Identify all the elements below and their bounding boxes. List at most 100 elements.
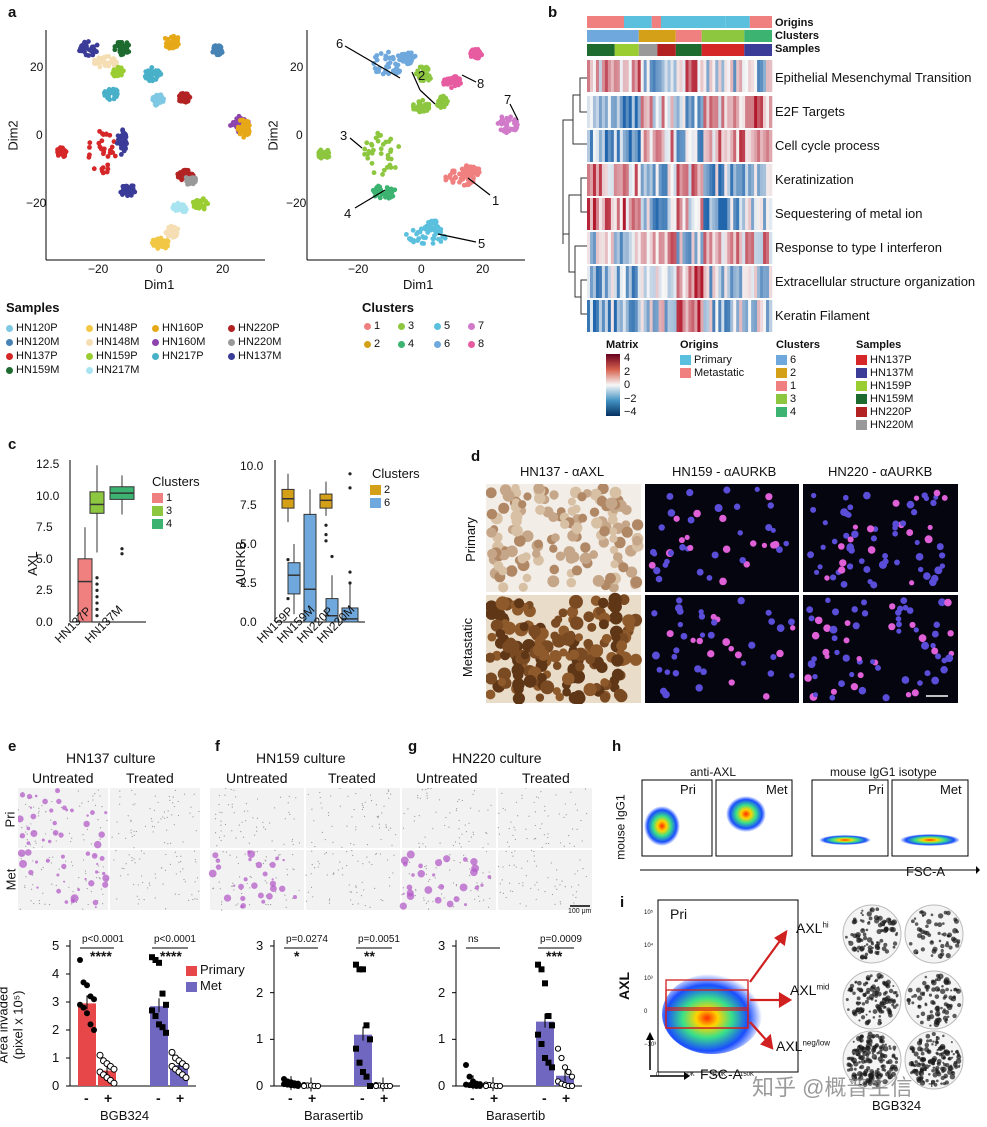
if-cell: [666, 630, 674, 638]
colony: [867, 1019, 872, 1023]
photo-speck: [346, 865, 348, 867]
legend-swatch: [152, 493, 163, 504]
heatmap-cell: [757, 60, 761, 92]
heatmap-cell: [589, 198, 594, 230]
heatmap-cell: [634, 300, 639, 332]
photo-speck: [189, 812, 191, 814]
colony: [955, 929, 958, 932]
if-cell: [822, 520, 828, 526]
heatmap-cell: [712, 164, 716, 196]
heatmap-cell: [727, 96, 731, 128]
if-cell: [838, 680, 845, 688]
if-cell: [915, 553, 924, 561]
heatmap-cell: [697, 266, 701, 298]
if-cell: [767, 670, 775, 677]
invaded-cell: [438, 884, 445, 890]
photo-speck: [232, 882, 234, 884]
ihc-cell: [520, 650, 530, 660]
if-cell: [895, 616, 902, 622]
heatmap-annotation-bars: [587, 16, 772, 56]
heatmap-cell: [736, 60, 740, 92]
sig-stars: ****: [160, 948, 182, 964]
heatmap-cell: [700, 266, 704, 298]
if-cell: [667, 549, 675, 557]
colony: [875, 1079, 881, 1085]
colony: [866, 1039, 870, 1044]
photo-speck: [554, 903, 556, 905]
tsne-point: [475, 55, 481, 61]
heatmap-cell: [610, 198, 615, 230]
photo-speck: [337, 869, 339, 871]
colony: [934, 986, 940, 992]
colony: [864, 952, 869, 956]
photo-speck: [425, 789, 427, 791]
tsne-point: [109, 144, 115, 150]
tsne-point: [193, 199, 198, 204]
if-cell: [687, 516, 695, 524]
heatmap-cell: [598, 164, 603, 196]
colony: [933, 1019, 939, 1025]
box-outlier: [95, 588, 99, 592]
photo-speck: [26, 825, 28, 827]
annot-sample-cell: [701, 44, 745, 56]
colony: [917, 1055, 921, 1060]
heatmap-cell: [652, 164, 656, 196]
colony: [845, 998, 849, 1002]
heatmap-cell: [760, 300, 764, 332]
heatmap-cell: [754, 266, 758, 298]
photo-speck: [511, 851, 513, 854]
heatmap-cell: [637, 60, 642, 92]
tsne-left-ylabel: Dim2: [5, 120, 21, 151]
box-outlier: [348, 570, 352, 574]
colony: [919, 1041, 922, 1045]
bar-point: [156, 1021, 162, 1028]
heatmap-cell: [721, 60, 725, 92]
if-cell: [851, 606, 858, 613]
photo-speck: [235, 837, 237, 839]
heatmap-cell: [628, 198, 633, 230]
photo-speck: [70, 861, 73, 863]
heatmap-cell: [712, 60, 716, 92]
photo-speck: [285, 906, 287, 908]
samples-legend-item: HN159M: [6, 364, 59, 376]
photo-speck: [362, 804, 364, 807]
heatmap-cell: [694, 164, 698, 196]
photo-speck: [163, 842, 166, 844]
colony: [931, 987, 936, 992]
photo-speck: [378, 827, 381, 829]
colony: [939, 1045, 943, 1049]
photo-speck: [266, 882, 268, 884]
panel-label-f: f: [215, 738, 220, 755]
tsne-point: [388, 147, 394, 153]
heatmap-cell: [613, 164, 618, 196]
heatmap-cell: [727, 164, 731, 196]
photo-speck: [381, 812, 383, 814]
heatmap-cell: [763, 96, 767, 128]
heatmap-cell: [661, 96, 665, 128]
box-body: [319, 493, 333, 509]
colony: [924, 1042, 930, 1048]
ihc-cell: [533, 484, 545, 494]
heatmap-cell: [712, 232, 716, 264]
photo-speck: [256, 830, 258, 832]
photo-speck: [140, 875, 143, 877]
colony: [862, 935, 868, 941]
if-cell: [677, 621, 684, 628]
photo-speck: [25, 831, 27, 833]
bar-point: [149, 954, 155, 961]
colony: [935, 1035, 939, 1039]
invaded-cell: [24, 849, 32, 856]
heatmap-cell: [631, 300, 636, 332]
heatmap-cell: [688, 300, 692, 332]
colony: [884, 1043, 887, 1046]
photo-speck: [291, 840, 293, 842]
photo-speck: [275, 891, 277, 893]
heatmap-cell: [640, 266, 644, 298]
tsne-point: [241, 134, 247, 140]
photo-speck: [535, 865, 538, 867]
photo-speck: [183, 878, 185, 881]
legend-label: HN137P: [870, 354, 912, 366]
photo-speck: [370, 799, 373, 802]
if-cell: [673, 647, 680, 654]
photo-speck: [307, 891, 309, 893]
